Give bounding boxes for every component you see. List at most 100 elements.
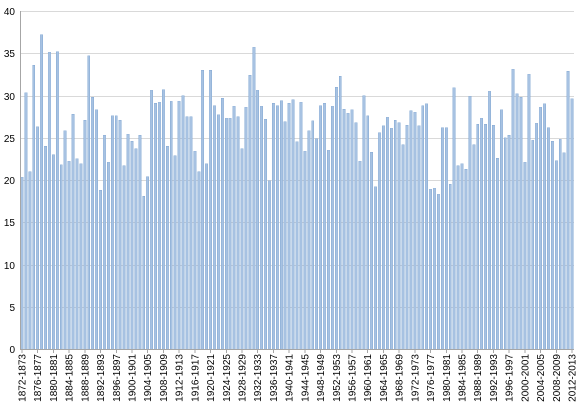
bar-1986-1987 (468, 96, 472, 350)
bars (20, 34, 574, 350)
bar-1935-1936 (268, 180, 271, 350)
bar-1879-1880 (48, 52, 51, 350)
bar-1932-1933 (256, 90, 260, 350)
bar-1882-1883 (59, 164, 63, 350)
y-tick-label-40: 40 (4, 7, 16, 18)
bar-1934-1935 (264, 118, 267, 350)
x-axis-tick-labels: 1872-1873 1876-1877 1880-1881 1884-1885 1888… (17, 354, 578, 402)
axes (20, 11, 574, 353)
bar-1938-1939 (279, 100, 283, 350)
x-tick-label-2000-2001: 2000-2001 (520, 354, 531, 402)
bar-1960-1961 (366, 115, 370, 350)
x-tick-label-2012-2013: 2012-2013 (568, 354, 579, 402)
x-tick-label-1916-1917: 1916-1917 (190, 354, 201, 402)
bar-2011-2012 (566, 70, 570, 350)
bar-1956-1957 (350, 109, 354, 350)
bar-1967-1968 (393, 119, 397, 350)
bar-1873-1874 (24, 92, 28, 350)
bar-1990-1991 (484, 124, 488, 350)
bar-1893-1894 (103, 135, 106, 350)
y-tick-label-25: 25 (4, 134, 16, 145)
x-tick-label-1968-1969: 1968-1969 (395, 354, 406, 402)
bar-1969-1970 (401, 144, 405, 350)
bar-1965-1966 (385, 117, 389, 350)
bar-2010-2011 (562, 152, 566, 350)
bar-1981-1982 (448, 184, 452, 350)
bar-1992-1993 (492, 124, 495, 350)
x-tick-label-1900-1901: 1900-1901 (127, 354, 138, 402)
bar-1919-1920 (205, 163, 209, 350)
bar-1898-1899 (122, 165, 126, 350)
bar-1974-1975 (421, 105, 425, 350)
bar-2000-2001 (523, 162, 527, 350)
bar-1994-1995 (499, 109, 503, 350)
x-tick-label-1920-1921: 1920-1921 (206, 354, 217, 402)
bar-1920-1921 (209, 69, 212, 350)
bar-1962-1963 (374, 186, 377, 350)
bar-1946-1947 (311, 120, 315, 350)
bar-1875-1876 (32, 64, 36, 350)
y-tick-label-20: 20 (4, 176, 16, 187)
x-tick-label-1924-1925: 1924-1925 (222, 354, 233, 402)
bar-1909-1910 (165, 145, 169, 350)
bar-1926-1927 (232, 106, 236, 350)
bar-1905-1906 (150, 90, 154, 350)
x-tick-label-1892-1893: 1892-1893 (96, 354, 107, 402)
bar-1955-1956 (346, 113, 350, 350)
bar-1944-1945 (303, 151, 307, 350)
bar-1959-1960 (362, 95, 366, 350)
bar-1937-1938 (275, 105, 279, 350)
bar-1908-1909 (161, 89, 165, 350)
bar-1945-1946 (307, 130, 311, 350)
bar-1939-1940 (283, 121, 287, 350)
bar-1970-1971 (405, 124, 409, 350)
bar-1948-1949 (319, 105, 322, 350)
bar-1915-1916 (189, 116, 193, 350)
bar-1988-1989 (476, 124, 480, 350)
bar-1991-1992 (488, 91, 491, 350)
x-tick-label-2008-2009: 2008-2009 (552, 354, 563, 402)
bar-1912-1913 (177, 101, 181, 350)
x-tick-label-1880-1881: 1880-1881 (49, 354, 60, 402)
x-tick-label-1912-1913: 1912-1913 (175, 354, 186, 402)
bar-2003-2004 (535, 123, 539, 350)
bar-2004-2005 (539, 107, 543, 350)
bar-1997-1998 (511, 69, 515, 350)
bar-2007-2008 (550, 140, 554, 350)
bar-1979-1980 (440, 127, 444, 350)
bar-1876-1877 (36, 126, 40, 350)
bar-1885-1886 (71, 113, 75, 350)
bar-1901-1902 (134, 148, 138, 350)
bar-1925-1926 (228, 118, 232, 350)
y-tick-label-35: 35 (4, 49, 16, 60)
bar-1978-1979 (437, 194, 440, 350)
bar-1993-1994 (495, 157, 499, 350)
bar-1892-1893 (99, 189, 102, 350)
bar-1940-1941 (287, 102, 291, 350)
bar-1895-1896 (110, 115, 114, 350)
x-tick-label-1984-1985: 1984-1985 (458, 354, 469, 402)
bar-1930-1931 (248, 75, 252, 350)
x-tick-label-1928-1929: 1928-1929 (237, 354, 248, 402)
bar-1914-1915 (185, 116, 189, 350)
x-tick-label-1888-1889: 1888-1889 (80, 354, 91, 402)
bar-1888-1889 (83, 119, 87, 350)
bar-1878-1879 (44, 145, 47, 350)
bar-1913-1914 (181, 95, 185, 350)
x-tick-label-1964-1965: 1964-1965 (379, 354, 390, 402)
bar-1943-1944 (299, 102, 303, 350)
x-tick-label-1992-1993: 1992-1993 (489, 354, 500, 402)
y-tick-label-5: 5 (9, 303, 15, 314)
bar-1983-1984 (456, 165, 460, 350)
bar-1971-1972 (409, 110, 413, 350)
bar-1961-1962 (370, 151, 374, 350)
bar-1872-1873 (20, 177, 24, 350)
x-tick-label-1956-1957: 1956-1957 (348, 354, 359, 402)
bar-1887-1888 (79, 163, 83, 350)
x-tick-label-1936-1937: 1936-1937 (269, 354, 280, 402)
x-tick-label-1872-1873: 1872-1873 (17, 354, 28, 402)
bar-1917-1918 (197, 171, 201, 350)
bar-1941-1942 (291, 99, 295, 350)
bar-1891-1892 (95, 109, 99, 350)
